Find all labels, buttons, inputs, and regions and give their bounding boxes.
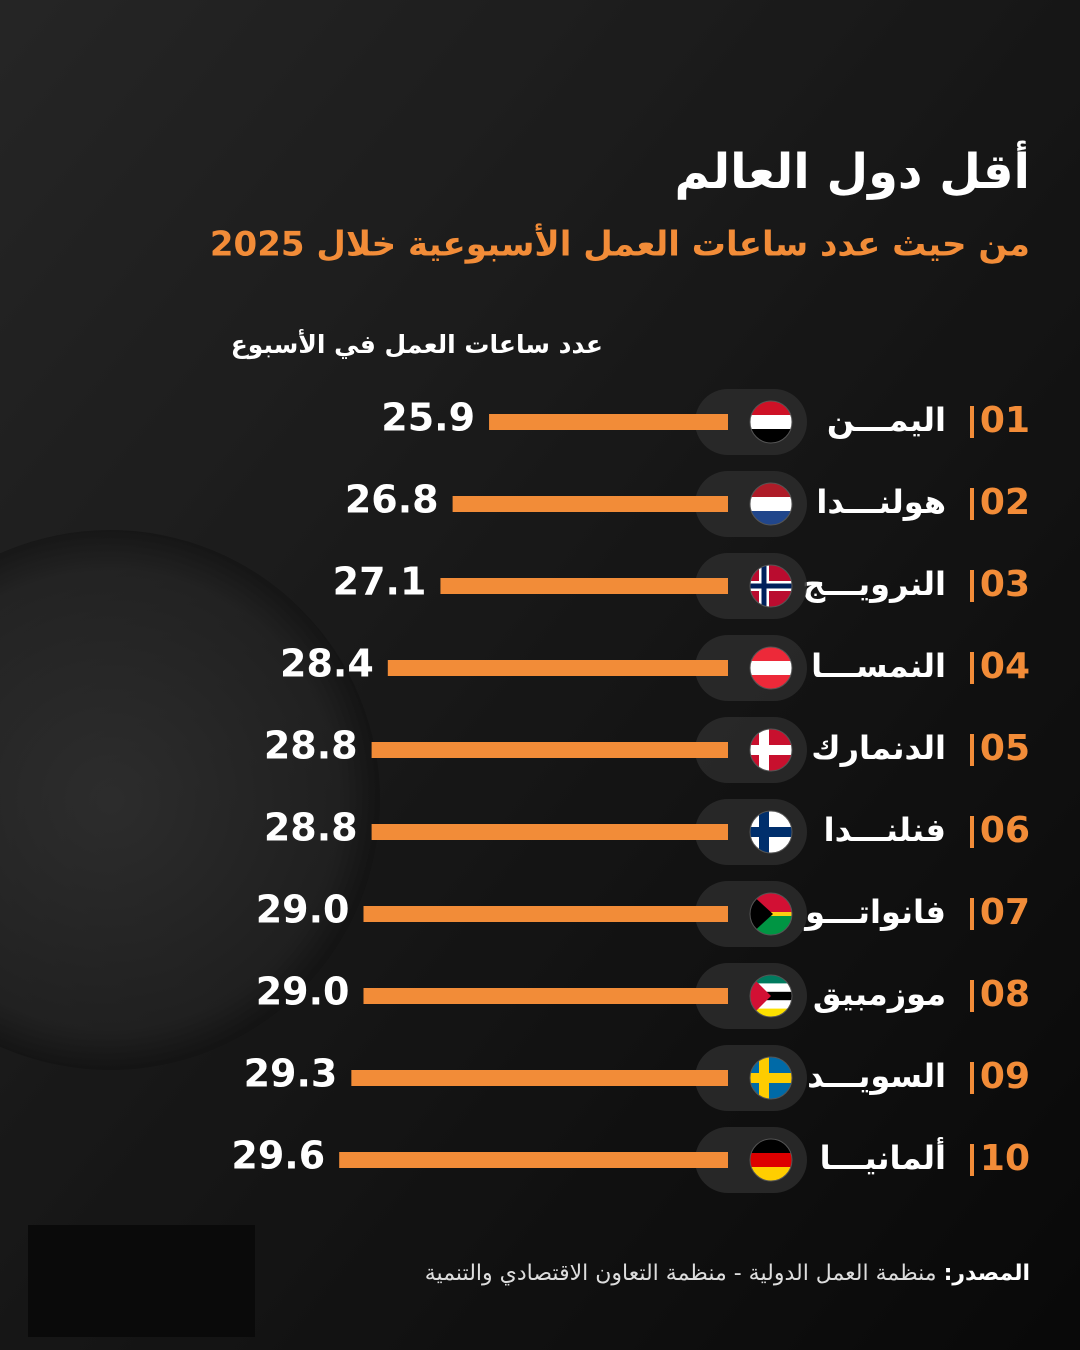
rank: 03: [980, 564, 1030, 605]
flag-ring: [749, 728, 793, 772]
bar: [363, 988, 728, 1004]
flag: [750, 893, 792, 935]
value-label: 28.8: [264, 724, 358, 768]
flag-part: [750, 1073, 792, 1083]
flag-part: [750, 983, 792, 993]
flag-ring: [749, 1138, 793, 1182]
rank: 05: [980, 728, 1030, 769]
flag-part: [750, 975, 792, 984]
flag-part: [750, 483, 792, 498]
value-label: 26.8: [345, 478, 439, 522]
country-name: الدنمارك: [811, 729, 946, 767]
bar: [387, 660, 728, 676]
value-label: 29.3: [244, 1052, 338, 1096]
flag-ring: [749, 482, 793, 526]
value-label: 29.0: [256, 970, 350, 1014]
corner-block: [28, 1225, 255, 1337]
country-name: فانواتـــو: [803, 893, 946, 931]
country-name: فنلنـــدا: [824, 811, 946, 849]
flag-part: [750, 511, 792, 525]
country-name: هولنـــدا: [816, 483, 946, 521]
value-label: 29.6: [231, 1134, 325, 1178]
flag-part: [750, 827, 792, 837]
source: المصدر: منظمة العمل الدولية - منظمة التع…: [425, 1261, 1030, 1286]
flag-part: [750, 1139, 792, 1154]
rank: 09: [980, 1056, 1030, 1097]
value-label: 29.0: [256, 888, 350, 932]
flag-part: [750, 1153, 792, 1168]
flag-part: [750, 745, 792, 755]
source-text: منظمة العمل الدولية - منظمة التعاون الاق…: [425, 1261, 937, 1286]
country-name: ألمانيـــا: [820, 1137, 946, 1177]
title: أقل دول العالم: [674, 140, 1030, 200]
flag-part: [750, 583, 792, 589]
flag-part: [750, 1008, 792, 1017]
flag: [750, 565, 792, 607]
bar: [440, 578, 728, 594]
flag-part: [750, 893, 773, 935]
bar: [371, 742, 728, 758]
flag-part: [750, 1167, 792, 1181]
flag-ring: [749, 400, 793, 444]
flag-part: [750, 497, 792, 512]
flag-ring: [749, 564, 793, 608]
flag: [750, 1139, 792, 1181]
clock-decor: [0, 530, 380, 1070]
bar: [452, 496, 728, 512]
country-name: السويـــد: [807, 1057, 946, 1095]
flag-ring: [749, 646, 793, 690]
rank: 01: [980, 400, 1030, 441]
flag-part: [750, 661, 792, 676]
country-name: موزمبيق: [813, 975, 946, 1013]
rank: 08: [980, 974, 1030, 1015]
country-name: النرويـــج: [802, 565, 946, 603]
flag-ring: [749, 974, 793, 1018]
flag-part: [750, 647, 792, 662]
flag-part: [750, 429, 792, 443]
country-name: اليمـــن: [827, 401, 946, 439]
value-label: 27.1: [333, 560, 427, 604]
source-label: المصدر:: [944, 1261, 1030, 1286]
flag-ring: [749, 892, 793, 936]
flag-part: [750, 975, 771, 1017]
country-name: النمســـا: [811, 647, 946, 685]
rank: 10: [980, 1138, 1030, 1179]
flag-ring: [749, 1056, 793, 1100]
flag: [750, 483, 792, 525]
flag-part: [750, 675, 792, 689]
flag-part: [750, 1000, 792, 1010]
flag: [750, 401, 792, 443]
flag-part: [759, 1057, 769, 1099]
flag-part: [759, 811, 769, 853]
flag-part: [759, 729, 769, 771]
flag-ring: [749, 810, 793, 854]
rank: 07: [980, 892, 1030, 933]
flag-part: [750, 415, 792, 430]
flag: [750, 811, 792, 853]
bar: [339, 1152, 728, 1168]
bar: [371, 824, 728, 840]
bar: [489, 414, 728, 430]
flag-part: [761, 565, 767, 607]
value-label: 28.4: [280, 642, 374, 686]
value-axis-label: عدد ساعات العمل في الأسبوع: [231, 329, 603, 360]
subtitle: من حيث عدد ساعات العمل الأسبوعية خلال 20…: [210, 223, 1030, 265]
bar: [351, 1070, 728, 1086]
flag: [750, 647, 792, 689]
flag: [750, 729, 792, 771]
bar: [363, 906, 728, 922]
rank: 06: [980, 810, 1030, 851]
flag: [750, 1057, 792, 1099]
value-label: 25.9: [381, 396, 475, 440]
flag: [750, 975, 792, 1017]
rank: 02: [980, 482, 1030, 523]
flag-part: [750, 991, 792, 1001]
flag-part: [750, 401, 792, 416]
rank: 04: [980, 646, 1030, 687]
value-label: 28.8: [264, 806, 358, 850]
